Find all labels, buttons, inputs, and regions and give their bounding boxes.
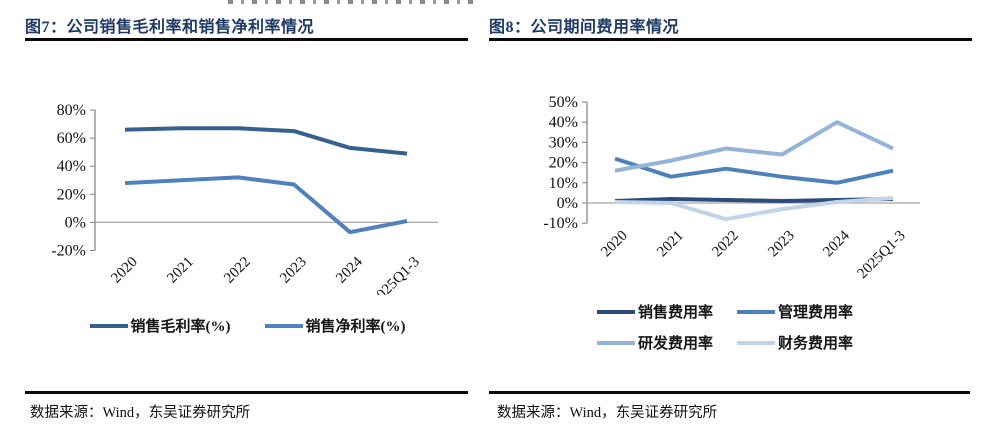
figure7-title: 图7：公司销售毛利率和销售净利率情况 [25,19,315,36]
legend-label: 财务费用率 [778,336,854,352]
svg-text:40%: 40% [549,114,578,131]
legend-line-swatch [597,340,635,345]
svg-text:50%: 50% [549,94,578,111]
figure7-legend: 销售毛利率(%) 销售净利率(%) [25,315,470,336]
svg-text:2024: 2024 [333,254,366,287]
legend-item: 研发费用率 [597,332,737,353]
svg-text:2021: 2021 [654,228,687,261]
legend-label: 销售净利率(%) [305,319,406,335]
svg-text:40%: 40% [57,158,86,175]
legend-line-swatch [597,309,635,314]
svg-text:2025Q1-3: 2025Q1-3 [369,254,423,295]
svg-text:2022: 2022 [709,228,742,261]
legend-line-swatch [264,323,303,328]
svg-text:2023: 2023 [765,228,798,261]
svg-text:2024: 2024 [820,227,853,260]
gross-net-margin-chart: 80% 60% 40% 20% 0% -20% 2020 2021 2022 2023 2024 20… [51,102,438,295]
figure8-bottom-rule [489,391,970,394]
figure8-title: 图8：公司期间费用率情况 [489,19,680,36]
svg-text:2020: 2020 [598,228,631,261]
figure7-header-rule [25,38,468,41]
svg-text:2023: 2023 [277,254,310,287]
svg-text:80%: 80% [57,102,86,119]
figure8-header-rule [489,38,972,41]
svg-text:2025Q1-3: 2025Q1-3 [855,228,909,282]
legend-item: 销售毛利率(%) [89,315,231,336]
svg-text:0%: 0% [65,214,86,231]
svg-text:30%: 30% [549,134,578,151]
legend-item: 销售费用率 [597,301,737,322]
expense-ratio-chart: 50% 40% 30% 20% 10% 0% -10% 2020 2021 2022 2023 202… [543,94,920,282]
legend-label: 销售费用率 [638,305,714,321]
svg-text:-10%: -10% [543,215,578,232]
legend-item: 销售净利率(%) [264,315,406,336]
legend-line-swatch [89,323,128,328]
svg-text:-20%: -20% [51,243,86,260]
svg-text:2020: 2020 [108,254,141,287]
legend-line-swatch [737,340,775,345]
legend-item: 财务费用率 [737,332,877,353]
svg-text:60%: 60% [57,130,86,147]
svg-text:20%: 20% [57,186,86,203]
legend-label: 销售毛利率(%) [130,319,231,335]
svg-text:2021: 2021 [164,254,197,287]
svg-text:2022: 2022 [221,254,254,287]
legend-label: 研发费用率 [638,336,714,352]
legend-label: 管理费用率 [778,305,854,321]
legend-line-swatch [737,309,775,314]
svg-text:0%: 0% [557,195,578,212]
clipped-text-fragment [228,0,476,4]
svg-text:10%: 10% [549,175,578,192]
figure8-legend: 销售费用率 管理费用率研发费用率 财务费用率 [597,301,897,353]
figure7-source: 数据来源：Wind，东吴证券研究所 [30,405,251,421]
svg-text:20%: 20% [549,155,578,172]
figure7-bottom-rule [25,391,468,394]
legend-item: 管理费用率 [737,301,877,322]
figure8-source: 数据来源：Wind，东吴证券研究所 [497,405,718,421]
